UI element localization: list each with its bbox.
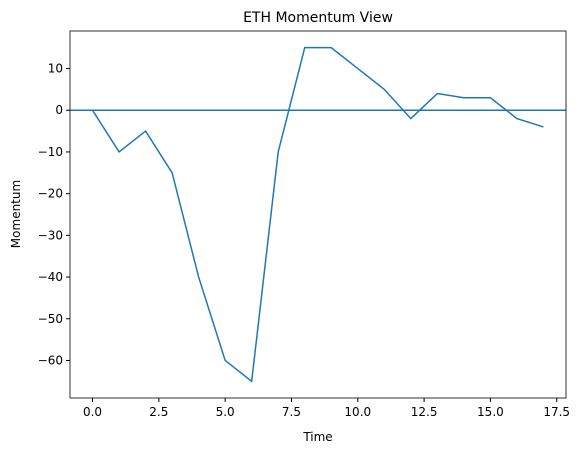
x-axis-label: Time xyxy=(302,430,332,444)
x-tick-label: 15.0 xyxy=(477,405,504,419)
x-tick-label: 17.5 xyxy=(543,405,570,419)
x-tick-label: 7.5 xyxy=(282,405,301,419)
y-tick-label: 10 xyxy=(48,62,63,76)
y-tick-label: −50 xyxy=(38,312,63,326)
y-tick-label: 0 xyxy=(55,103,63,117)
y-tick-label: −20 xyxy=(38,187,63,201)
y-tick-label: −30 xyxy=(38,228,63,242)
x-tick-label: 12.5 xyxy=(411,405,438,419)
x-tick-label: 2.5 xyxy=(149,405,168,419)
y-tick-label: −40 xyxy=(38,270,63,284)
plot-frame xyxy=(69,30,567,399)
y-tick-label: −10 xyxy=(38,145,63,159)
x-tick-label: 0.0 xyxy=(83,405,102,419)
x-tick-label: 10.0 xyxy=(344,405,371,419)
chart-title: ETH Momentum View xyxy=(243,10,393,26)
line-series xyxy=(91,46,544,383)
y-tick-label: −60 xyxy=(38,353,63,367)
y-axis-label: Momentum xyxy=(9,180,23,248)
x-tick-label: 5.0 xyxy=(216,405,235,419)
